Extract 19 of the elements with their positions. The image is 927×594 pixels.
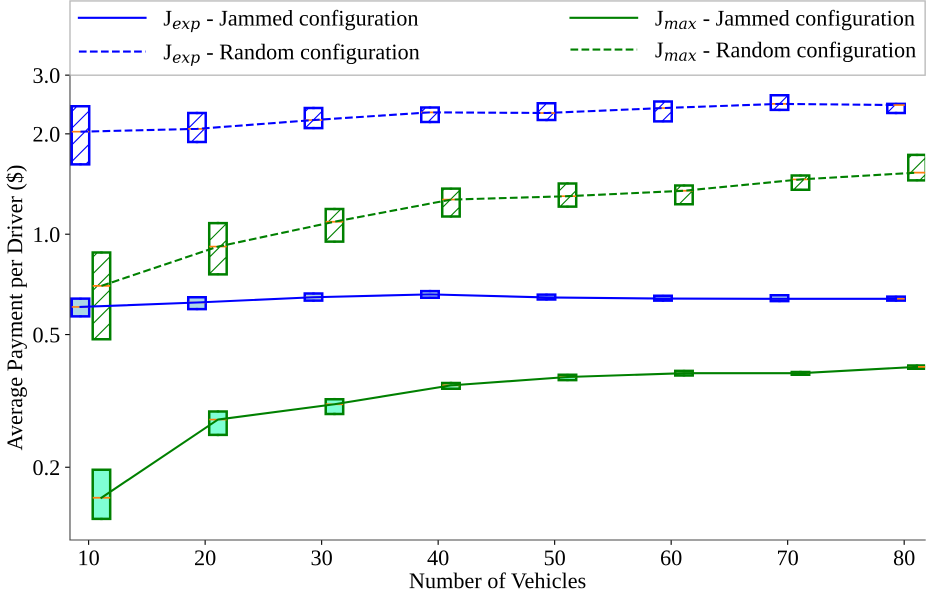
x-tick-label: 50 — [544, 550, 565, 566]
y-tick-label: 0.2 — [33, 460, 60, 476]
y-tick-label: 0.5 — [33, 328, 60, 343]
x-tick-label: 70 — [778, 550, 798, 566]
x-tick-label: 10 — [79, 550, 99, 566]
y-tick-label: 3.0 — [34, 68, 60, 84]
legend-label: J$_{max}$ - Jammed configuration — [655, 10, 915, 30]
x-axis-title: Number of Vehicles — [410, 572, 586, 588]
x-tick-label: 40 — [427, 550, 448, 566]
legend-label: J$_{exp}$ - Jammed configuration — [164, 10, 418, 32]
legend-label: J$_{exp}$ - Random configuration — [164, 44, 420, 66]
x-tick-label: 30 — [312, 550, 332, 566]
x-tick-label: 80 — [894, 550, 914, 566]
y-tick-label: 1.0 — [34, 227, 60, 242]
y-axis-title: Average Payment per Driver ($) — [6, 166, 27, 450]
x-tick-label: 60 — [661, 550, 682, 566]
y-tick-label: 2.0 — [33, 126, 60, 142]
x-tick-label: 20 — [195, 550, 216, 566]
legend-label: J$_{max}$ - Random configuration — [655, 42, 916, 62]
